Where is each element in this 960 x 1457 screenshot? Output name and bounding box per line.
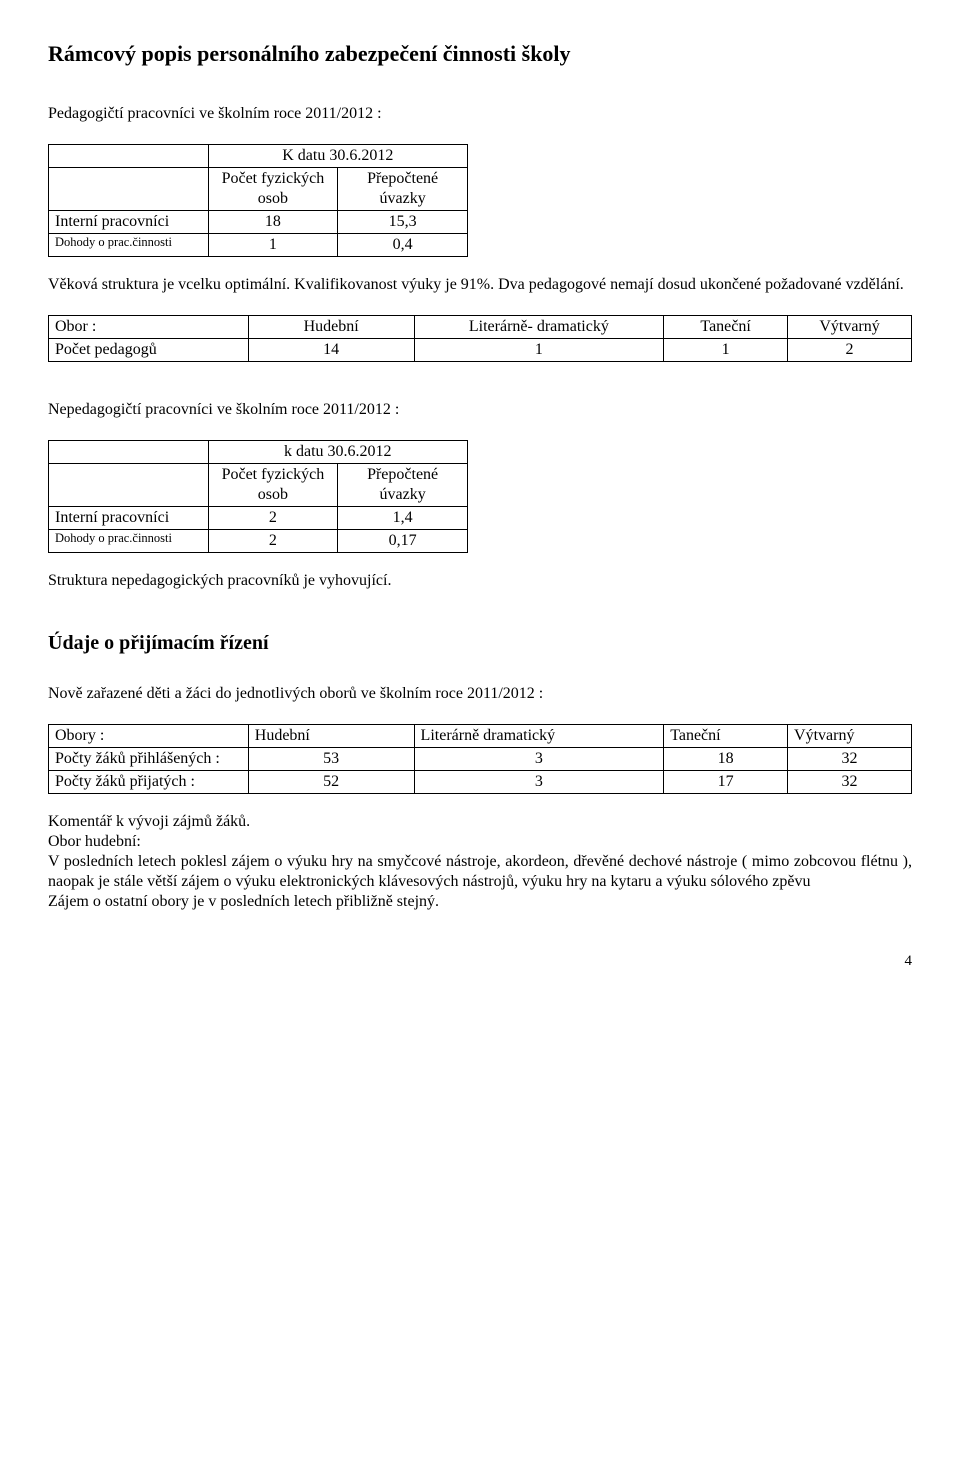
section3-heading: Údaje o přijímacím řízení [48, 631, 912, 656]
section2-after-text: Struktura nepedagogických pracovníků je … [48, 571, 912, 591]
cell: 0,17 [338, 529, 468, 552]
row-label: Interní pracovníci [49, 506, 209, 529]
col-header: Taneční [664, 315, 788, 338]
section1-intro: Pedagogičtí pracovníci ve školním roce 2… [48, 104, 912, 124]
col-header-fte: Přepočtené úvazky [338, 463, 468, 506]
cell: 3 [414, 770, 664, 793]
cell: 1 [208, 233, 338, 256]
col-header: Výtvarný [788, 315, 912, 338]
col-header: Hudební [248, 724, 414, 747]
section1-after-text: Věková struktura je vcelku optimální. Kv… [48, 275, 912, 295]
row-label: Počet pedagogů [49, 338, 249, 361]
cell: 2 [788, 338, 912, 361]
col-header: Taneční [664, 724, 788, 747]
col-header: Hudební [248, 315, 414, 338]
paragraph: Zájem o ostatní obory je v posledních le… [48, 892, 912, 912]
cell: 1 [414, 338, 664, 361]
page-title: Rámcový popis personálního zabezpečení č… [48, 40, 912, 68]
col-header-phys: Počet fyzických osob [208, 463, 338, 506]
row-label: Dohody o prac.činnosti [49, 529, 209, 552]
table-row: Počet pedagogů 14 1 1 2 [49, 338, 912, 361]
cell: 32 [788, 770, 912, 793]
row-label: Obor : [49, 315, 249, 338]
table-row: Počty žáků přihlášených : 53 3 18 32 [49, 747, 912, 770]
col-header: Výtvarný [788, 724, 912, 747]
cell: 18 [664, 747, 788, 770]
table-obor-pedagogu: Obor : Hudební Literárně- dramatický Tan… [48, 315, 912, 362]
table-prijimaci: Obory : Hudební Literárně dramatický Tan… [48, 724, 912, 794]
table-row: Interní pracovníci 18 15,3 [49, 210, 468, 233]
table-row: Obory : Hudební Literárně dramatický Tan… [49, 724, 912, 747]
cell: 1,4 [338, 506, 468, 529]
col-header-fte: Přepočtené úvazky [338, 167, 468, 210]
table-pedagogicti: K datu 30.6.2012 Počet fyzických osob Př… [48, 144, 468, 257]
table-row: Obor : Hudební Literárně- dramatický Tan… [49, 315, 912, 338]
section2-intro: Nepedagogičtí pracovníci ve školním roce… [48, 400, 912, 420]
obor-hudebni-label: Obor hudební: [48, 832, 912, 852]
table-row: Počet fyzických osob Přepočtené úvazky [49, 463, 468, 506]
section3-intro: Nově zařazené děti a žáci do jednotlivýc… [48, 684, 912, 704]
table-date-header: k datu 30.6.2012 [208, 440, 467, 463]
page-number: 4 [48, 952, 912, 971]
col-header-phys: Počet fyzických osob [208, 167, 338, 210]
table-row: Interní pracovníci 2 1,4 [49, 506, 468, 529]
cell: 2 [208, 529, 338, 552]
cell: 15,3 [338, 210, 468, 233]
table-date-header: K datu 30.6.2012 [208, 144, 467, 167]
cell: 53 [248, 747, 414, 770]
cell: 2 [208, 506, 338, 529]
cell: 0,4 [338, 233, 468, 256]
table-row: k datu 30.6.2012 [49, 440, 468, 463]
row-label: Obory : [49, 724, 249, 747]
table-row: Dohody o prac.činnosti 1 0,4 [49, 233, 468, 256]
cell: 17 [664, 770, 788, 793]
cell: 32 [788, 747, 912, 770]
row-label: Počty žáků přijatých : [49, 770, 249, 793]
col-header: Literárně dramatický [414, 724, 664, 747]
col-header: Literárně- dramatický [414, 315, 664, 338]
cell: 14 [248, 338, 414, 361]
cell: 52 [248, 770, 414, 793]
table-nepedagogicti: k datu 30.6.2012 Počet fyzických osob Př… [48, 440, 468, 553]
row-label: Interní pracovníci [49, 210, 209, 233]
row-label: Počty žáků přihlášených : [49, 747, 249, 770]
cell: 3 [414, 747, 664, 770]
komentar-label: Komentář k vývoji zájmů žáků. [48, 812, 912, 832]
cell: 1 [664, 338, 788, 361]
row-label: Dohody o prac.činnosti [49, 233, 209, 256]
cell: 18 [208, 210, 338, 233]
table-row: K datu 30.6.2012 [49, 144, 468, 167]
paragraph: V posledních letech poklesl zájem o výuk… [48, 852, 912, 892]
table-row: Dohody o prac.činnosti 2 0,17 [49, 529, 468, 552]
table-row: Počty žáků přijatých : 52 3 17 32 [49, 770, 912, 793]
table-row: Počet fyzických osob Přepočtené úvazky [49, 167, 468, 210]
